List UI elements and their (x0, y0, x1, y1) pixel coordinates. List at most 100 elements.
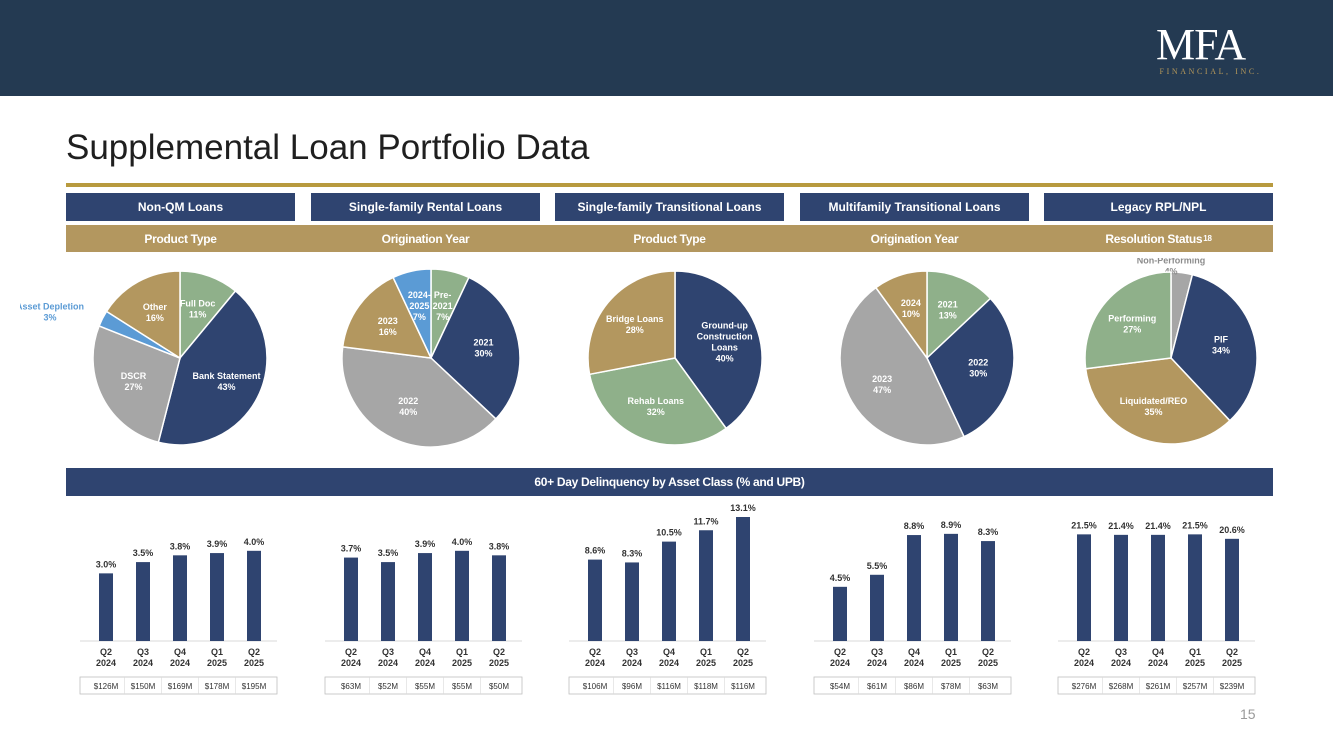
bar (1151, 534, 1165, 641)
upb-row-border (1057, 676, 1256, 695)
bar-category-label: Q4 (663, 647, 675, 657)
section-tab-non-qm: Non-QM Loans (66, 193, 295, 221)
pie-slice-label: Ground-up Construction Loans 40% (697, 320, 753, 363)
upb-row-border (324, 676, 523, 695)
bar (662, 541, 676, 641)
bar-category-label: 2024 (96, 658, 116, 668)
bar-value-label: 8.6% (585, 546, 606, 556)
pie-slice-label: Performing 27% (1108, 313, 1156, 334)
bar-value-label: 10.5% (656, 528, 682, 538)
pie-slice (839, 286, 966, 446)
pie-slice-label: PIF 34% (1212, 335, 1230, 356)
pie-slice (430, 276, 521, 420)
section-tab-mf: Multifamily Transitional Loans (800, 193, 1029, 221)
bar-category-label: Q1 (211, 647, 223, 657)
bar-upb-label: $106M (583, 682, 608, 691)
bar-upb-label: $118M (694, 682, 718, 691)
upb-row-border (79, 676, 278, 695)
bar-value-label: 3.7% (341, 544, 362, 554)
bar-upb-label: $268M (1109, 682, 1134, 691)
pie-slice-label: DSCR 27% (121, 371, 147, 392)
bar-category-label: 2024 (585, 658, 605, 668)
bar (455, 550, 469, 641)
logo-wordmark: MFA (1156, 20, 1246, 69)
bar-category-label: Q2 (737, 647, 749, 657)
bar-value-label: 3.5% (133, 548, 154, 558)
subtitle-mf: Origination Year (800, 225, 1029, 252)
pie-slice-label: Liquidated/REO 35% (1120, 396, 1188, 417)
pie-slice (588, 357, 728, 446)
bar-category-label: Q4 (419, 647, 431, 657)
bar-value-label: 8.3% (978, 527, 999, 537)
bar-upb-label: $239M (1220, 682, 1245, 691)
bar-value-label: 5.5% (867, 561, 888, 571)
bar-upb-label: $50M (489, 682, 509, 691)
pie-slice (926, 270, 992, 360)
pie-slice-label: 2022 40% (398, 396, 418, 417)
bar (99, 573, 113, 641)
delinquency-title: 60+ Day Delinquency by Asset Class (% an… (534, 475, 805, 489)
delinquency-title-bar: 60+ Day Delinquency by Asset Class (% an… (66, 468, 1273, 496)
bar-upb-label: $55M (415, 682, 435, 691)
pie-chart-sfr: Pre-2021 7% 2021 30% 2022 40% 2023 16% 2024-2025… (341, 268, 521, 448)
bar-upb-label: $55M (452, 682, 472, 691)
pie-slice-label: Bridge Loans 28% (606, 314, 664, 335)
pie-slice-label: 2022 30% (968, 357, 988, 378)
bar-upb-label: $178M (205, 682, 230, 691)
bar-value-label: 3.8% (489, 541, 510, 551)
bar-category-label: Q4 (908, 647, 920, 657)
bar-chart-sft: 8.6%Q22024$106M8.3%Q32024$96M10.5%Q42024… (568, 503, 767, 695)
bar-upb-label: $150M (131, 682, 156, 691)
bar (344, 557, 358, 641)
bar-upb-label: $61M (867, 682, 887, 691)
section-tab-sfr: Single-family Rental Loans (311, 193, 540, 221)
bar-value-label: 3.5% (378, 548, 399, 558)
bar-category-label: 2025 (941, 658, 961, 668)
bar-upb-label: $169M (168, 682, 193, 691)
bar-upb-label: $52M (378, 682, 398, 691)
bar-upb-label: $195M (242, 682, 267, 691)
bar-category-label: 2025 (452, 658, 472, 668)
bar-value-label: 20.6% (1219, 525, 1245, 535)
subtitle-text: Origination Year (381, 231, 470, 246)
bar (870, 574, 884, 641)
bar-value-label: 11.7% (693, 516, 718, 526)
bar (210, 553, 224, 641)
bar-category-label: Q1 (945, 647, 957, 657)
bar-value-label: 3.9% (415, 539, 436, 549)
pie-slice (392, 268, 432, 359)
pie-chart-legacy: Non-Performing4%PIF34%Liquidated/REO35%P… (1084, 258, 1258, 445)
pie-chart-mf: 2021 13% 2022 30% 2023 47% 2024 10% (839, 270, 1015, 446)
pie-slice-label: Bank Statement 43% (192, 371, 260, 392)
bar-category-label: 2024 (378, 658, 398, 668)
bar-value-label: 21.4% (1145, 521, 1171, 531)
bar-category-label: 2024 (830, 658, 850, 668)
bar-upb-label: $86M (904, 682, 924, 691)
pie-slice (587, 270, 676, 376)
logo-subtitle: FINANCIAL, INC. (1159, 67, 1262, 76)
bar-value-label: 4.0% (452, 537, 473, 547)
pie-slice-label: Full Doc 11% (180, 298, 216, 319)
bar-category-label: Q2 (345, 647, 357, 657)
bar-upb-label: $126M (94, 682, 119, 691)
bar-category-label: Q3 (626, 647, 638, 657)
bar-value-label: 4.5% (830, 573, 851, 583)
section-tab-sft: Single-family Transitional Loans (555, 193, 784, 221)
bar-category-label: 2024 (659, 658, 679, 668)
bar-category-label: Q3 (382, 647, 394, 657)
subtitle-text: Product Type (144, 231, 217, 246)
pie-slice (341, 346, 497, 448)
bar-category-label: 2024 (904, 658, 924, 668)
bar-category-label: Q1 (1189, 647, 1201, 657)
bar (588, 559, 602, 641)
bar-category-label: Q2 (982, 647, 994, 657)
bar-category-label: Q2 (248, 647, 260, 657)
pie-slice-label: 2021 30% (473, 338, 493, 359)
subtitle-text: Origination Year (870, 231, 959, 246)
pie-slice-label: Pre-2021 7% (433, 290, 453, 322)
bar-upb-label: $257M (1183, 682, 1208, 691)
bar-value-label: 13.1% (730, 503, 756, 513)
bar-category-label: 2024 (622, 658, 642, 668)
bar (907, 535, 921, 641)
bar-category-label: 2024 (133, 658, 153, 668)
